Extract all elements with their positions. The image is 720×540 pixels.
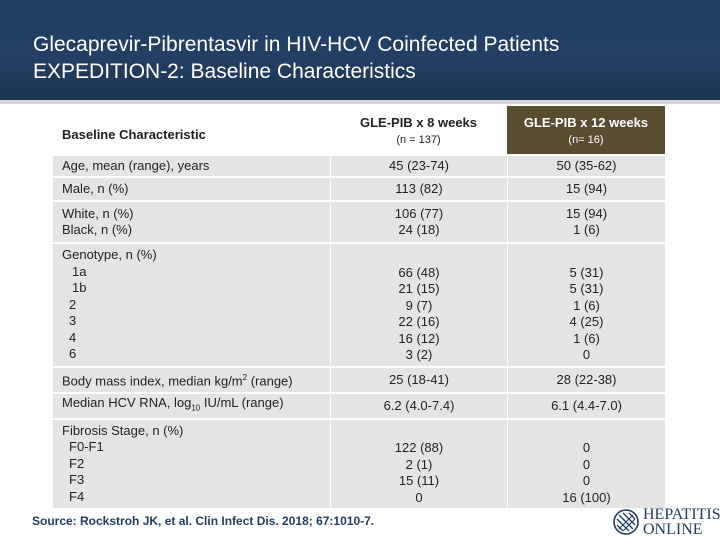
cell-12-weeks: 50 (35-62) — [507, 156, 665, 176]
cell-8-weeks: 113 (82) — [330, 178, 507, 200]
column-header-8-weeks: GLE-PIB x 8 weeks (n = 137) — [330, 106, 507, 154]
cell-12-weeks: 5 (31) 5 (31) 1 (6) 4 (25) 1 (6) 0 — [507, 244, 665, 366]
cell-12-weeks: 28 (22-38) — [507, 368, 665, 392]
cell-8-weeks: 45 (23-74) — [330, 156, 507, 176]
title-line-1: Glecaprevir-Pibrentasvir in HIV-HCV Coin… — [33, 33, 560, 56]
header-divider — [0, 100, 720, 104]
cell-8-weeks: 122 (88) 2 (1) 15 (11) 0 — [330, 420, 507, 508]
logo-text: HEPATITIS C ONLINE — [643, 506, 720, 538]
cell-12-weeks: 0 0 0 16 (100) — [507, 420, 665, 508]
row-label: Body mass index, median kg/m2 (range) — [53, 368, 330, 392]
row-label: Male, n (%) — [53, 178, 330, 200]
source-citation: Source: Rockstroh JK, et al. Clin Infect… — [32, 514, 375, 528]
row-label: Age, mean (range), years — [53, 156, 330, 176]
cell-12-weeks: 15 (94) 1 (6) — [507, 202, 665, 242]
cell-8-weeks: 6.2 (4.0-7.4) — [330, 394, 507, 418]
title-line-2: EXPEDITION-2: Baseline Characteristics — [33, 60, 416, 83]
cell-12-weeks: 6.1 (4.4-7.0) — [507, 394, 665, 418]
slide-header: Glecaprevir-Pibrentasvir in HIV-HCV Coin… — [0, 0, 720, 100]
hepatitis-c-online-logo: HEPATITIS C ONLINE — [613, 502, 720, 540]
row-label: Fibrosis Stage, n (%) F0-F1 F2 F3 F4 — [53, 420, 330, 508]
table-row: White, n (%) Black, n (%) 106 (77) 24 (1… — [53, 202, 665, 242]
table-row: Fibrosis Stage, n (%) F0-F1 F2 F3 F4 122… — [53, 420, 665, 508]
row-label: Median HCV RNA, log10 IU/mL (range) — [53, 394, 330, 418]
cell-12-weeks: 15 (94) — [507, 178, 665, 200]
table-row: Body mass index, median kg/m2 (range) 25… — [53, 368, 665, 392]
cell-8-weeks: 25 (18-41) — [330, 368, 507, 392]
table-row: Male, n (%) 113 (82) 15 (94) — [53, 178, 665, 200]
slide-title: Glecaprevir-Pibrentasvir in HIV-HCV Coin… — [33, 31, 559, 85]
table-header-row: Baseline Characteristic GLE-PIB x 8 week… — [53, 106, 665, 154]
baseline-characteristics-table: Baseline Characteristic GLE-PIB x 8 week… — [53, 104, 665, 510]
cell-8-weeks: 106 (77) 24 (18) — [330, 202, 507, 242]
cell-8-weeks: 66 (48) 21 (15) 9 (7) 22 (16) 16 (12) 3 … — [330, 244, 507, 366]
column-header-characteristic: Baseline Characteristic — [53, 106, 330, 154]
row-label: White, n (%) Black, n (%) — [53, 202, 330, 242]
table-row: Genotype, n (%) 1a 1b 2 3 4 6 66 (48) 21… — [53, 244, 665, 366]
table-row: Median HCV RNA, log10 IU/mL (range) 6.2 … — [53, 394, 665, 418]
column-header-12-weeks: GLE-PIB x 12 weeks (n= 16) — [507, 106, 665, 154]
table-row: Age, mean (range), years 45 (23-74) 50 (… — [53, 156, 665, 176]
row-label: Genotype, n (%) 1a 1b 2 3 4 6 — [53, 244, 330, 366]
hepatitis-c-online-logo-icon — [613, 509, 639, 535]
